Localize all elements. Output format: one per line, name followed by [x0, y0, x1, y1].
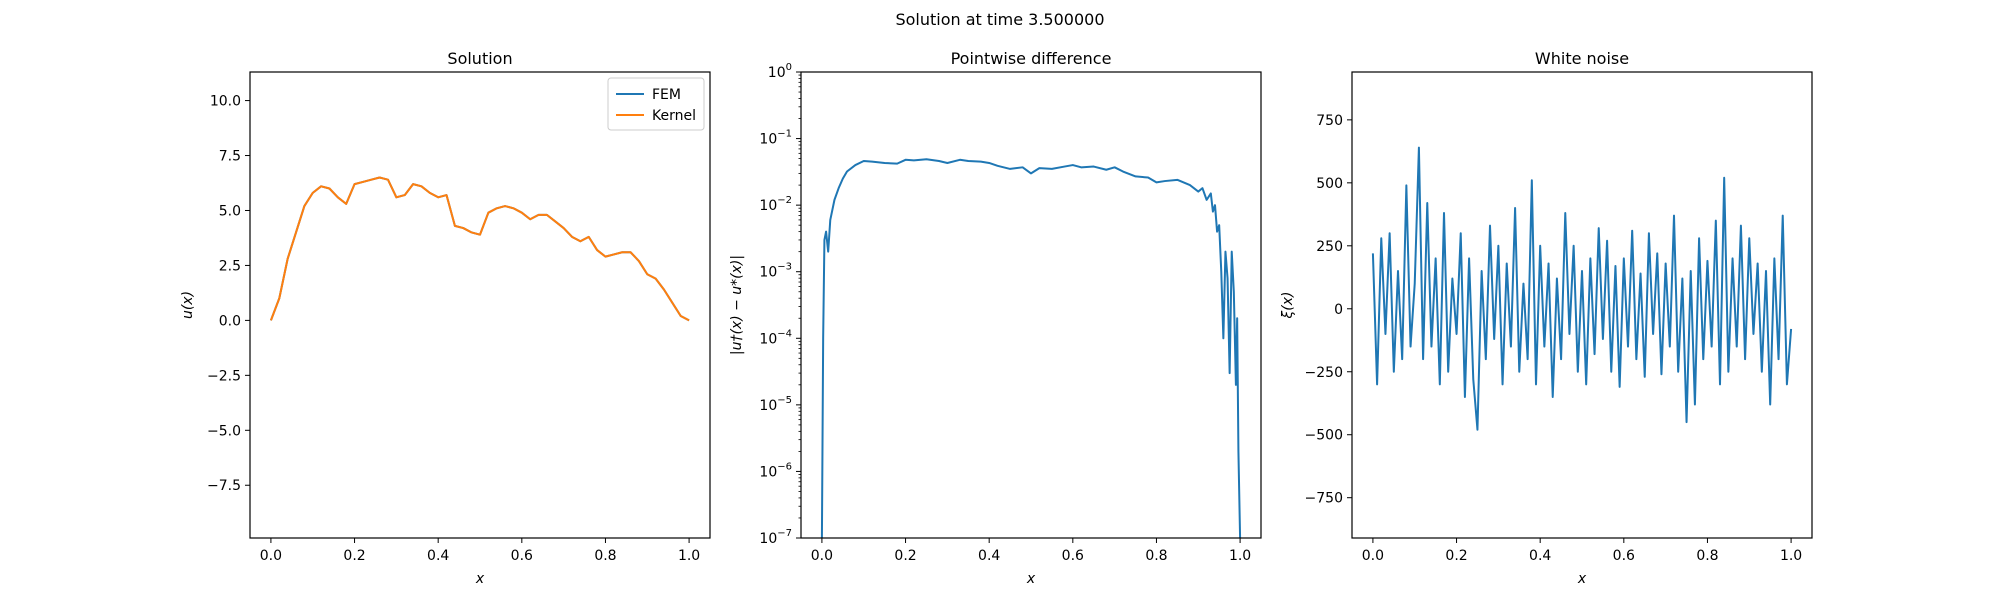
legend-entry-0-1: Kernel — [652, 108, 696, 124]
y-tick-label-0-6: 7.5 — [219, 149, 241, 165]
x-tick-label-1-1: 0.2 — [894, 548, 916, 564]
x-tick-label-1-0: 0.0 — [811, 548, 833, 564]
y-tick-exponent-1-2: −5 — [777, 395, 792, 406]
x-tick-label-2-3: 0.6 — [1613, 548, 1635, 564]
series-line-0-1 — [269, 176, 690, 322]
y-tick-label-0-0: −7.5 — [207, 478, 241, 494]
y-tick-label-0-2: −2.5 — [207, 368, 241, 384]
series-line-0-0 — [269, 176, 690, 322]
y-tick-base-1-5: 10 — [759, 198, 777, 214]
y-tick-label-2-0: −750 — [1305, 491, 1343, 507]
y-tick-label-2-6: 750 — [1316, 113, 1343, 129]
series-line-1-0 — [820, 158, 1242, 538]
axes-frame-2 — [1351, 71, 1813, 539]
y-tick-base-1-1: 10 — [759, 464, 777, 480]
legend-box-0 — [607, 77, 705, 131]
x-tick-label-2-5: 1.0 — [1780, 548, 1802, 564]
y-tick-label-1-3: 10−4 — [759, 328, 792, 347]
x-tick-label-2-0: 0.0 — [1362, 548, 1384, 564]
y-tick-label-2-5: 500 — [1316, 176, 1343, 192]
y-axis-label-2: ξ(x) — [1280, 291, 1296, 319]
y-tick-base-1-3: 10 — [759, 331, 777, 347]
y-tick-label-1-6: 10−1 — [759, 129, 792, 148]
y-tick-label-2-2: −250 — [1305, 365, 1343, 381]
chart-title-1: Pointwise difference — [951, 49, 1112, 68]
x-tick-label-0-4: 0.8 — [594, 548, 616, 564]
y-tick-exponent-1-3: −4 — [777, 328, 792, 339]
axes-frame-0 — [249, 71, 711, 539]
x-tick-label-0-3: 0.6 — [511, 548, 533, 564]
x-tick-label-0-1: 0.2 — [343, 548, 365, 564]
y-tick-label-0-5: 5.0 — [219, 203, 241, 219]
y-tick-label-0-4: 2.5 — [219, 258, 241, 274]
y-tick-base-1-0: 10 — [759, 531, 777, 547]
y-tick-label-0-3: 0.0 — [219, 313, 241, 329]
x-tick-label-2-4: 0.8 — [1696, 548, 1718, 564]
figure-title: Solution at time 3.500000 — [895, 10, 1105, 29]
x-axis-label-1: x — [1026, 571, 1036, 587]
x-tick-label-1-2: 0.4 — [978, 548, 1000, 564]
y-tick-exponent-1-0: −7 — [777, 528, 792, 539]
y-tick-exponent-1-5: −2 — [777, 195, 792, 206]
axes-frame-1 — [800, 71, 1262, 539]
x-tick-label-1-3: 0.6 — [1062, 548, 1084, 564]
x-axis-label-2: x — [1577, 571, 1587, 587]
y-tick-label-1-4: 10−3 — [759, 262, 792, 281]
y-tick-exponent-1-4: −3 — [777, 262, 792, 273]
x-tick-label-0-2: 0.4 — [427, 548, 449, 564]
x-tick-label-0-0: 0.0 — [260, 548, 282, 564]
chart-title-0: Solution — [447, 49, 512, 68]
chart-title-2: White noise — [1535, 49, 1629, 68]
y-axis-label-0: u(x) — [180, 291, 196, 319]
y-tick-label-1-2: 10−5 — [759, 395, 792, 414]
y-tick-base-1-6: 10 — [759, 132, 777, 148]
legend-entry-0-0: FEM — [652, 87, 681, 103]
y-tick-label-2-3: 0 — [1334, 302, 1343, 318]
y-tick-label-0-7: 10.0 — [210, 94, 241, 110]
y-tick-exponent-1-7: 0 — [786, 62, 792, 73]
y-tick-label-1-1: 10−6 — [759, 461, 792, 480]
y-tick-label-1-5: 10−2 — [759, 195, 792, 214]
x-tick-label-1-4: 0.8 — [1145, 548, 1167, 564]
series-line-2-0 — [1371, 146, 1793, 431]
y-tick-exponent-1-6: −1 — [777, 129, 792, 140]
y-tick-exponent-1-1: −6 — [777, 461, 792, 472]
x-tick-label-1-5: 1.0 — [1229, 548, 1251, 564]
y-tick-label-2-1: −500 — [1305, 428, 1343, 444]
y-tick-label-0-1: −5.0 — [207, 423, 241, 439]
x-tick-label-2-2: 0.4 — [1529, 548, 1551, 564]
y-tick-base-1-2: 10 — [759, 398, 777, 414]
y-tick-label-1-7: 100 — [768, 62, 792, 81]
y-axis-label-1: |u†(x) − u*(x)| — [729, 255, 745, 355]
y-tick-base-1-4: 10 — [759, 265, 777, 281]
x-tick-label-0-5: 1.0 — [678, 548, 700, 564]
y-tick-base-1-7: 10 — [768, 65, 786, 81]
x-axis-label-0: x — [475, 571, 485, 587]
x-tick-label-2-1: 0.2 — [1445, 548, 1467, 564]
y-tick-label-2-4: 250 — [1316, 239, 1343, 255]
y-tick-label-1-0: 10−7 — [759, 528, 792, 547]
